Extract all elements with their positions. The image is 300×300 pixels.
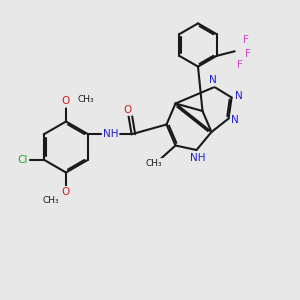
Text: O: O	[62, 187, 70, 197]
Text: CH₃: CH₃	[146, 159, 162, 168]
Text: N: N	[209, 75, 217, 85]
Text: O: O	[123, 105, 131, 115]
Text: NH: NH	[190, 153, 206, 164]
Text: CH₃: CH₃	[43, 196, 59, 205]
Text: N: N	[235, 91, 243, 101]
Text: O: O	[62, 96, 70, 106]
Text: F: F	[245, 49, 251, 59]
Text: N: N	[235, 89, 243, 100]
Text: Cl: Cl	[17, 155, 28, 165]
Text: NH: NH	[103, 129, 118, 139]
Text: CH₃: CH₃	[77, 94, 94, 103]
Text: N: N	[231, 115, 239, 125]
Text: F: F	[243, 35, 249, 45]
Text: F: F	[237, 60, 243, 70]
